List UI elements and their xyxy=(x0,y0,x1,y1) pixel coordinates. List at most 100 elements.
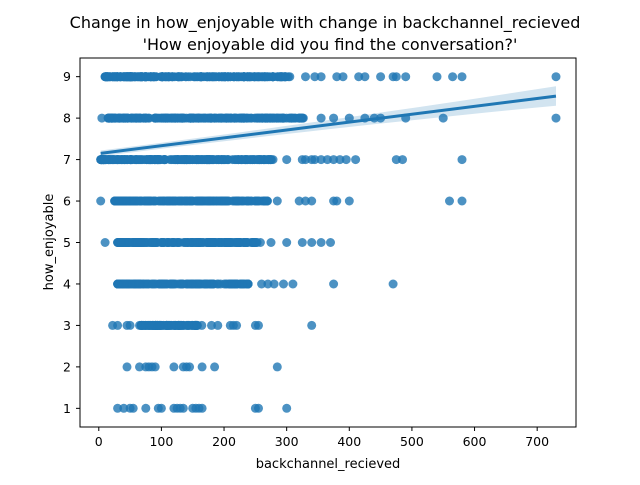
data-point xyxy=(140,196,150,206)
data-point xyxy=(148,238,158,247)
data-point xyxy=(225,279,235,289)
data-point xyxy=(281,72,291,82)
data-point xyxy=(297,238,307,247)
y-tick-label: 6 xyxy=(63,194,71,209)
y-axis-label: how_enjoyable xyxy=(42,194,57,291)
data-point xyxy=(156,238,166,247)
data-point xyxy=(282,238,292,247)
data-point xyxy=(161,72,170,82)
data-point xyxy=(224,238,234,247)
data-point xyxy=(214,155,224,165)
data-point xyxy=(170,113,180,123)
data-point xyxy=(262,196,272,206)
data-point xyxy=(445,196,454,206)
data-point xyxy=(202,113,212,123)
y-tick-label: 1 xyxy=(63,401,71,416)
data-point xyxy=(209,72,219,82)
data-point xyxy=(150,362,160,372)
data-point xyxy=(272,196,282,206)
data-point xyxy=(332,196,342,206)
data-point xyxy=(301,196,310,206)
data-point xyxy=(298,113,308,123)
data-point xyxy=(251,238,261,247)
data-point xyxy=(125,155,135,165)
data-point xyxy=(238,155,248,165)
data-point xyxy=(159,279,169,289)
chart-title-line-2: 'How enjoyable did you find the conversa… xyxy=(143,35,518,54)
data-point xyxy=(149,196,159,206)
data-point xyxy=(457,155,467,165)
data-point xyxy=(301,72,310,82)
data-point xyxy=(448,72,458,82)
data-point xyxy=(401,72,411,82)
axes: 0 100 200 300 400 500 600 700 1 2 3 4 5 6 7 8 9 xyxy=(63,57,577,449)
data-point xyxy=(155,320,165,330)
data-point xyxy=(263,113,273,123)
y-tick-label: 7 xyxy=(63,152,71,167)
data-point xyxy=(183,238,193,247)
data-point xyxy=(122,362,132,372)
data-point xyxy=(335,155,345,165)
data-point xyxy=(100,238,110,247)
data-point xyxy=(329,279,339,289)
data-point xyxy=(135,362,144,372)
data-point xyxy=(326,238,335,247)
data-point xyxy=(269,279,279,289)
data-point xyxy=(176,72,186,82)
data-point xyxy=(207,238,217,247)
data-point xyxy=(96,196,106,206)
data-point xyxy=(329,155,339,165)
data-point xyxy=(212,279,222,289)
data-point xyxy=(457,72,467,82)
data-point xyxy=(310,72,320,82)
data-point xyxy=(307,320,317,330)
y-tick-label: 5 xyxy=(63,235,71,250)
y-tick-label: 4 xyxy=(63,276,71,291)
data-point xyxy=(135,72,145,82)
data-point xyxy=(201,155,211,165)
data-point xyxy=(316,72,326,82)
x-tick-label: 100 xyxy=(149,434,173,449)
data-point xyxy=(119,279,129,289)
data-point xyxy=(279,279,288,289)
data-point xyxy=(127,72,137,82)
data-point xyxy=(316,113,326,123)
data-point xyxy=(254,72,264,82)
data-point xyxy=(316,238,326,247)
data-point xyxy=(398,155,407,165)
data-point xyxy=(242,196,252,206)
x-tick-label: 300 xyxy=(275,434,299,449)
data-point xyxy=(307,196,317,206)
x-tick-label: 0 xyxy=(95,434,103,449)
data-point xyxy=(354,72,364,82)
data-point xyxy=(263,155,273,165)
data-point xyxy=(282,403,292,413)
data-point xyxy=(121,113,131,123)
x-tick-label: 400 xyxy=(337,434,361,449)
data-point xyxy=(104,113,114,123)
data-point xyxy=(141,403,151,413)
data-point xyxy=(551,113,561,123)
data-point xyxy=(307,238,317,247)
data-point xyxy=(457,196,467,206)
x-tick-label: 200 xyxy=(212,434,236,449)
data-point xyxy=(216,113,226,123)
data-point xyxy=(222,113,232,123)
data-point xyxy=(125,320,135,330)
data-point xyxy=(201,279,211,289)
x-tick-label: 700 xyxy=(525,434,549,449)
data-point xyxy=(166,279,176,289)
y-tick-label: 9 xyxy=(63,69,71,84)
data-point xyxy=(329,113,339,123)
data-point xyxy=(211,196,221,206)
data-point xyxy=(160,113,170,123)
x-tick-label: 600 xyxy=(463,434,487,449)
data-point xyxy=(272,362,282,372)
data-point xyxy=(191,155,201,165)
data-point xyxy=(181,196,191,206)
data-point xyxy=(177,279,187,289)
data-point xyxy=(167,320,177,330)
data-point xyxy=(341,155,351,165)
data-point xyxy=(100,155,110,165)
data-point xyxy=(127,279,137,289)
